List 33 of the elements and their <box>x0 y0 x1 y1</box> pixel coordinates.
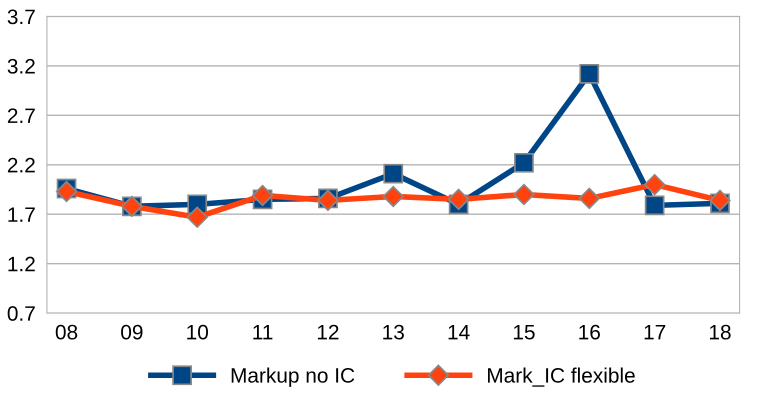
point <box>513 184 535 206</box>
y-tick-label: 3.2 <box>8 58 35 74</box>
legend-label: Mark_IC flexible <box>488 367 635 387</box>
point <box>382 186 404 208</box>
point <box>579 64 600 84</box>
point <box>514 152 534 173</box>
point <box>252 184 274 206</box>
y-tick-label: 3.7 <box>8 9 35 24</box>
x-tick-label: 16 <box>579 324 600 340</box>
point <box>644 174 666 196</box>
legend-label: Markup no IC <box>232 367 354 387</box>
x-tick-label: 13 <box>383 324 404 340</box>
x-tick-label: 12 <box>318 324 338 340</box>
point <box>448 188 470 210</box>
y-tick-label: 2.2 <box>8 158 35 172</box>
x-tick-label: 09 <box>121 324 142 340</box>
x-tick-label: 08 <box>56 324 78 340</box>
point <box>644 195 665 216</box>
y-tick-label: 1.7 <box>8 207 35 222</box>
x-tick-label: 18 <box>710 324 731 340</box>
point <box>186 206 208 228</box>
point <box>383 164 404 184</box>
x-tick-label: 17 <box>644 324 666 340</box>
y-tick-label: 0.7 <box>8 306 35 321</box>
y-tick-label: 2.7 <box>8 108 35 123</box>
x-tick-label: 10 <box>187 324 208 340</box>
point <box>56 180 78 202</box>
y-tick-label: 1.2 <box>8 256 35 272</box>
x-tick-label: 14 <box>448 324 470 340</box>
point <box>709 190 731 212</box>
x-tick-label: 15 <box>514 324 535 340</box>
x-tick-label: 11 <box>253 324 272 340</box>
point <box>578 188 600 210</box>
